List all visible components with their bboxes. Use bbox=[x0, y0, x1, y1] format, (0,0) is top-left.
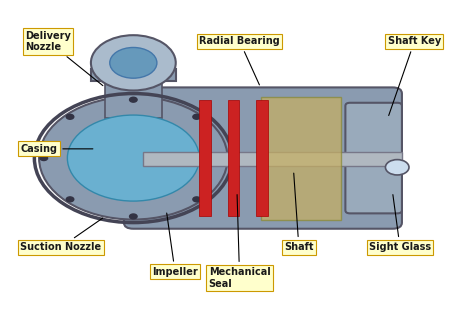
Text: Impeller: Impeller bbox=[152, 213, 198, 277]
Circle shape bbox=[193, 197, 201, 202]
FancyBboxPatch shape bbox=[143, 152, 402, 166]
FancyBboxPatch shape bbox=[124, 87, 402, 229]
Circle shape bbox=[219, 156, 227, 161]
Text: Shaft: Shaft bbox=[284, 173, 314, 252]
FancyBboxPatch shape bbox=[346, 103, 402, 213]
Circle shape bbox=[39, 97, 228, 219]
Circle shape bbox=[66, 114, 74, 119]
FancyBboxPatch shape bbox=[91, 69, 176, 81]
Circle shape bbox=[129, 97, 137, 102]
Text: Delivery
Nozzle: Delivery Nozzle bbox=[25, 30, 103, 86]
Text: Mechanical
Seal: Mechanical Seal bbox=[209, 195, 271, 289]
FancyBboxPatch shape bbox=[228, 100, 239, 216]
FancyBboxPatch shape bbox=[105, 75, 162, 118]
FancyBboxPatch shape bbox=[256, 100, 268, 216]
Text: Sight Glass: Sight Glass bbox=[369, 195, 431, 252]
Text: Casing: Casing bbox=[20, 144, 93, 154]
Circle shape bbox=[129, 214, 137, 219]
Circle shape bbox=[66, 197, 74, 202]
Circle shape bbox=[193, 114, 201, 119]
Circle shape bbox=[110, 47, 157, 78]
Circle shape bbox=[67, 115, 199, 201]
Text: Suction Nozzle: Suction Nozzle bbox=[20, 218, 103, 252]
Circle shape bbox=[40, 156, 47, 161]
Text: Radial Bearing: Radial Bearing bbox=[199, 36, 280, 85]
FancyBboxPatch shape bbox=[261, 97, 341, 219]
Text: Shaft Key: Shaft Key bbox=[388, 36, 441, 116]
Circle shape bbox=[91, 35, 176, 91]
Circle shape bbox=[385, 160, 409, 175]
FancyBboxPatch shape bbox=[199, 100, 211, 216]
